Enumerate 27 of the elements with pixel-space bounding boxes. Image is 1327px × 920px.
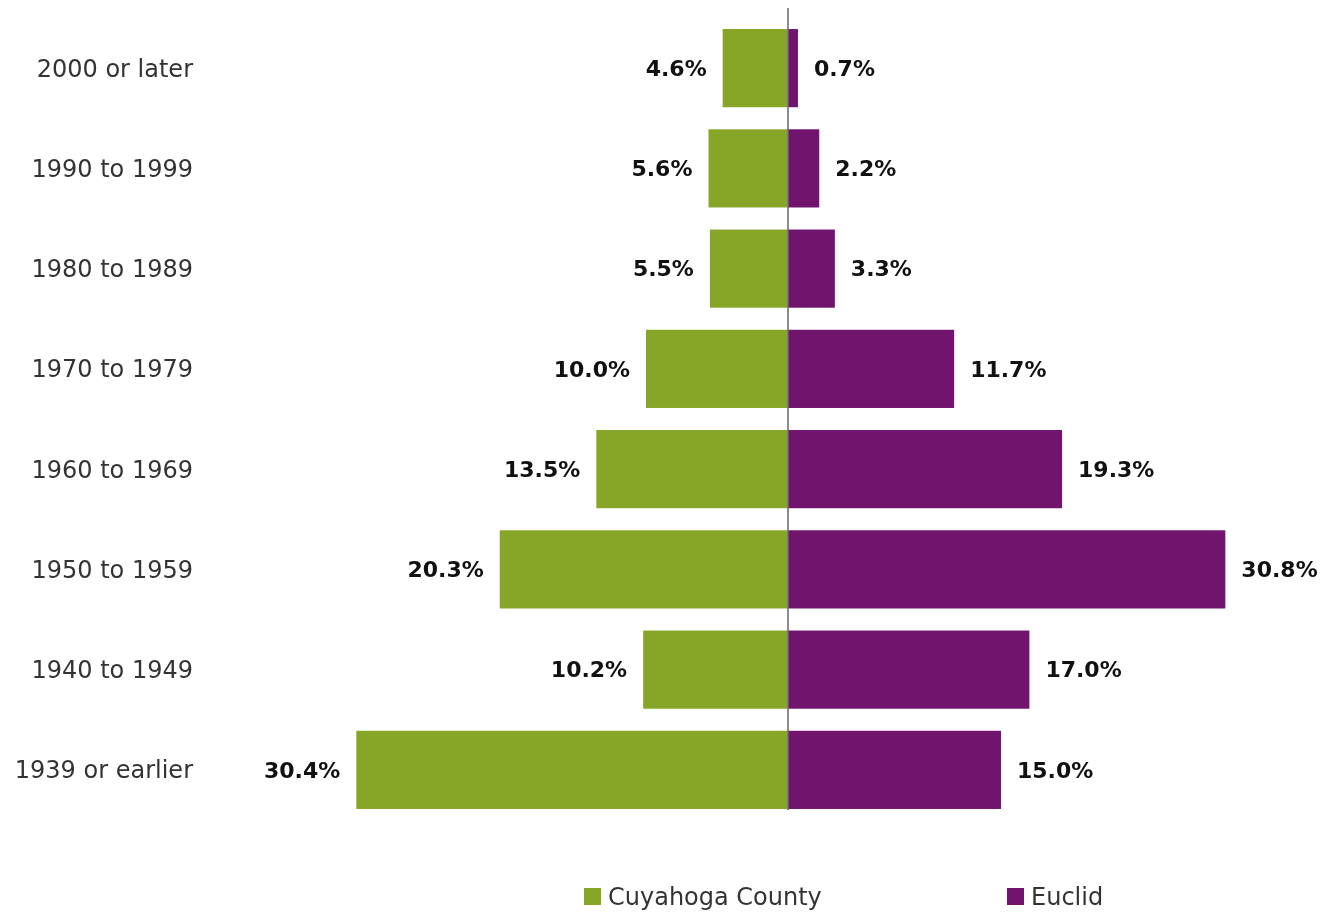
data-label: 11.7% — [970, 356, 1047, 382]
data-label: 19.3% — [1078, 456, 1155, 482]
data-label: 10.0% — [553, 356, 630, 382]
y-tick-label: 2000 or later — [36, 54, 194, 83]
y-tick-label: 1939 or earlier — [14, 756, 194, 785]
legend-label: Cuyahoga County — [608, 883, 822, 912]
y-tick-label: 1980 to 1989 — [31, 255, 193, 284]
data-label: 4.6% — [645, 55, 707, 81]
data-label: 5.5% — [632, 256, 694, 282]
data-label: 0.7% — [813, 55, 875, 81]
bar — [788, 29, 798, 108]
data-label: 3.3% — [850, 256, 912, 282]
data-label: 20.3% — [407, 557, 484, 583]
data-label: 2.2% — [835, 156, 897, 182]
y-tick-label: 1940 to 1949 — [31, 656, 193, 685]
data-label: 5.6% — [631, 156, 693, 182]
y-tick-label: 1960 to 1969 — [31, 455, 193, 484]
y-tick-label: 1950 to 1959 — [31, 555, 193, 584]
data-label: 10.2% — [550, 657, 628, 683]
data-label: 30.8% — [1241, 557, 1318, 583]
y-tick-label: 1970 to 1979 — [31, 355, 193, 384]
data-label: 13.5% — [503, 456, 581, 482]
y-tick-label: 1990 to 1999 — [31, 154, 193, 183]
data-label: 17.0% — [1045, 657, 1122, 683]
legend-label: Euclid — [1031, 883, 1104, 912]
data-label: 30.4% — [263, 757, 341, 783]
data-label: 15.0% — [1017, 757, 1094, 783]
